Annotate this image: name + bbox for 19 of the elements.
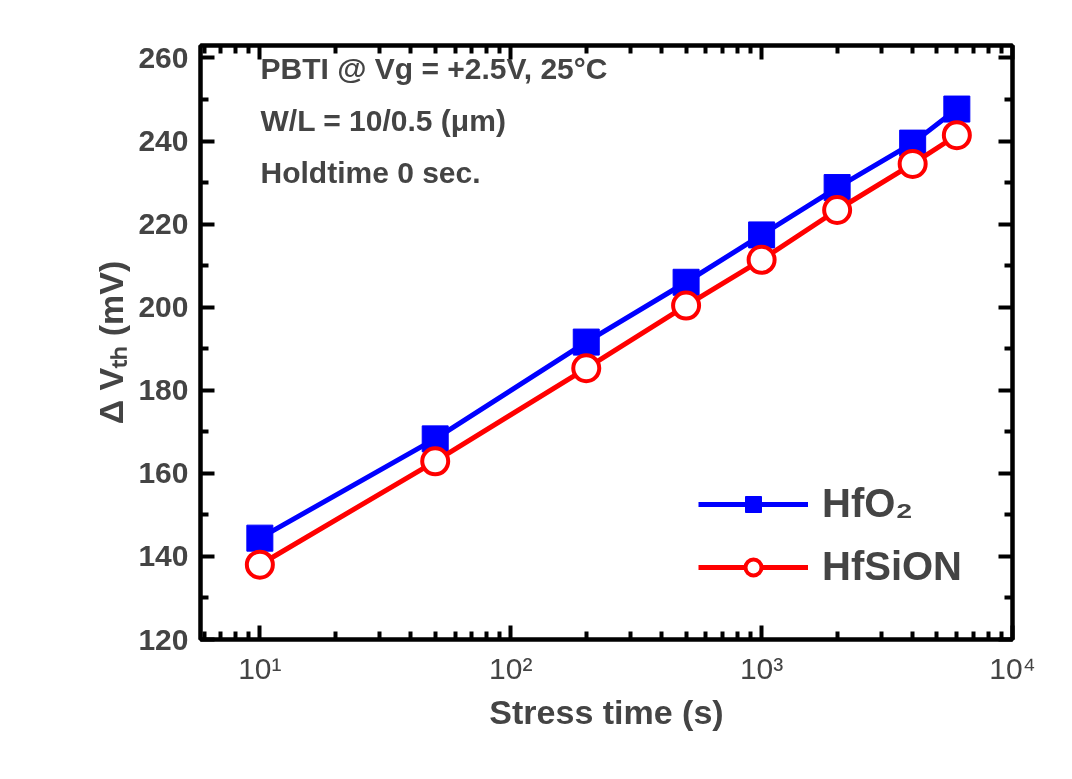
- y-tick-label: 180: [138, 373, 189, 407]
- x-tick-label: 10⁴: [989, 651, 1036, 685]
- x-axis-title: Stress time (s): [489, 692, 724, 731]
- y-tick-label: 260: [138, 40, 189, 74]
- y-tick-label: 240: [138, 124, 189, 158]
- x-tick-label: 10²: [489, 651, 533, 685]
- x-tick-label: 10³: [739, 651, 784, 685]
- annotation: Holdtime 0 sec.: [260, 155, 481, 189]
- y-tick-label: 120: [138, 622, 189, 656]
- legend-label: HfSiON: [822, 544, 962, 589]
- annotation: PBTI @ Vg = +2.5V, 25°C: [260, 51, 608, 85]
- legend-label: HfO₂: [822, 481, 914, 526]
- y-axis-title: Δ Vₜₕ (mV): [92, 260, 131, 425]
- annotation: W/L = 10/0.5 (μm): [260, 103, 506, 137]
- x-tick-label: 10¹: [238, 651, 282, 685]
- y-tick-label: 200: [138, 290, 189, 324]
- y-tick-label: 220: [138, 207, 189, 241]
- y-tick-label: 160: [138, 456, 189, 490]
- y-tick-label: 140: [138, 539, 189, 573]
